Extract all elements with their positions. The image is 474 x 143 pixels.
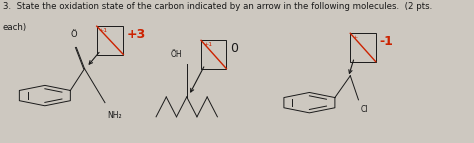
Text: 3.  State the oxidation state of the carbon indicated by an arrow in the followi: 3. State the oxidation state of the carb… bbox=[3, 2, 432, 11]
Bar bbox=[350, 33, 375, 62]
Bar bbox=[97, 26, 123, 54]
Text: Ö: Ö bbox=[71, 30, 78, 39]
Text: +1: +1 bbox=[203, 42, 212, 47]
Text: +3: +3 bbox=[127, 28, 146, 41]
Text: +: + bbox=[352, 35, 357, 40]
Text: -1: -1 bbox=[379, 35, 393, 48]
Text: 0: 0 bbox=[230, 42, 237, 55]
Text: +1: +1 bbox=[99, 28, 108, 33]
Bar bbox=[201, 40, 227, 69]
Text: each): each) bbox=[3, 23, 27, 32]
Text: ÖH: ÖH bbox=[171, 50, 182, 59]
Text: Cl: Cl bbox=[361, 106, 368, 115]
Text: NH₂: NH₂ bbox=[107, 111, 122, 120]
